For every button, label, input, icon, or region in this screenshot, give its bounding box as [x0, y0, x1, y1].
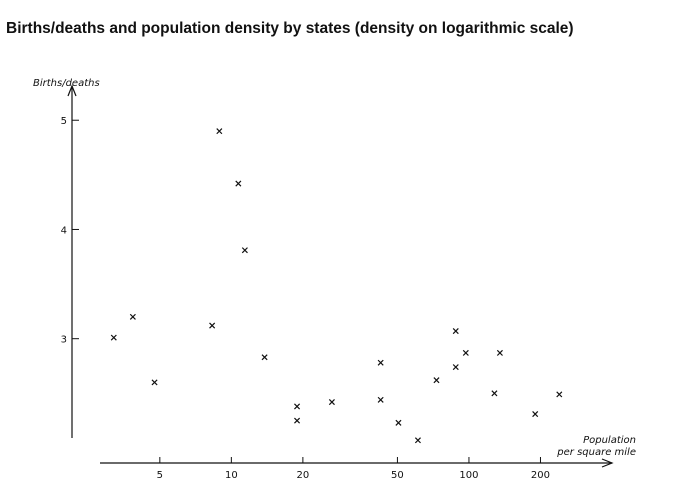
- y-tick-label: 5: [61, 116, 67, 127]
- x-tick-label: 200: [531, 470, 550, 481]
- data-point: [433, 377, 440, 384]
- y-tick-label: 4: [61, 225, 67, 236]
- data-point: [216, 128, 223, 135]
- data-point: [395, 419, 402, 426]
- data-point: [414, 437, 421, 444]
- data-point: [462, 349, 469, 356]
- data-point: [209, 322, 216, 329]
- data-point: [491, 390, 498, 397]
- x-axis-label-line1: Population: [583, 435, 636, 446]
- x-axis-label-line2: per square mile: [556, 447, 636, 458]
- chart-axes: [67, 84, 614, 468]
- data-point: [235, 180, 242, 187]
- data-point: [452, 364, 459, 371]
- x-tick-label: 10: [225, 470, 238, 481]
- data-point: [532, 411, 539, 418]
- data-point: [241, 247, 248, 254]
- data-point: [377, 359, 384, 366]
- data-point: [110, 334, 117, 341]
- y-tick-label: 3: [61, 335, 67, 346]
- data-point: [129, 313, 136, 320]
- data-point: [377, 396, 384, 403]
- data-point: [294, 417, 301, 424]
- data-point: [556, 391, 563, 398]
- x-tick-label: 5: [157, 470, 163, 481]
- y-axis-label: Births/deaths: [33, 78, 100, 89]
- data-points: [110, 128, 563, 444]
- axis-labels: 3 4 5 5 10 20 50 100 200 Births/deaths Populationp…: [33, 78, 636, 481]
- x-tick-label: 100: [459, 470, 478, 481]
- x-tick-label: 50: [391, 470, 404, 481]
- x-tick-label: 20: [297, 470, 310, 481]
- data-point: [294, 403, 301, 410]
- x-axis-arrow: [601, 458, 614, 468]
- data-point: [328, 399, 335, 406]
- data-point: [452, 328, 459, 335]
- data-point: [496, 349, 503, 356]
- y-axis-arrow: [67, 84, 77, 97]
- data-point: [261, 354, 268, 361]
- page-title: Births/deaths and population density by …: [6, 20, 574, 37]
- data-point: [151, 379, 158, 386]
